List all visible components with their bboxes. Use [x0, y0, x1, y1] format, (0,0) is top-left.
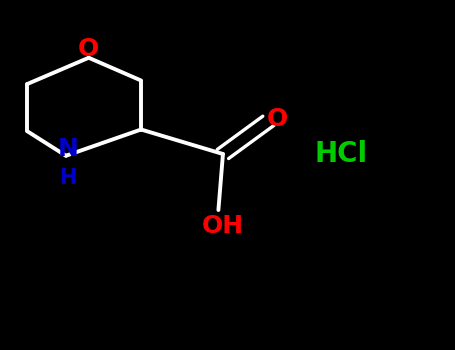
Text: H: H [60, 168, 77, 189]
Text: O: O [267, 107, 288, 131]
Text: HCl: HCl [315, 140, 368, 168]
Text: OH: OH [202, 214, 244, 238]
Text: O: O [78, 37, 99, 61]
Text: N: N [58, 137, 79, 161]
